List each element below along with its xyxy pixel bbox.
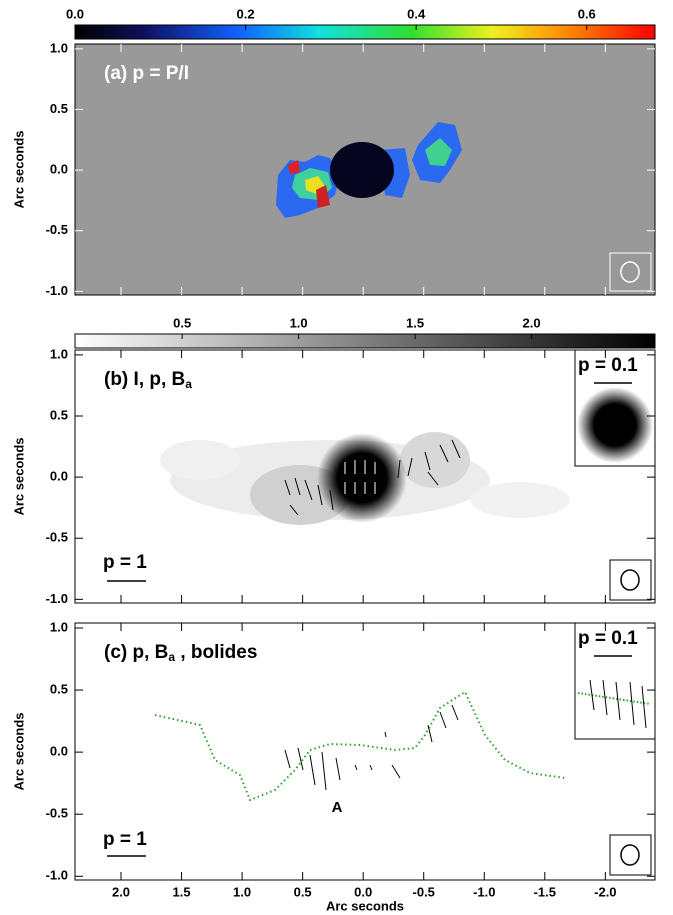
y-axis-label: Arc seconds [11, 712, 26, 790]
y-axis-label: Arc seconds [11, 130, 26, 208]
plot-frame [74, 349, 656, 604]
panel-title-text: (a) p = P/I [104, 63, 189, 84]
annotation: A [332, 799, 343, 816]
y-tick-label: 0.5 [50, 407, 68, 422]
colorbar-tick-label: 1.0 [290, 315, 308, 330]
panel-title: (a) p = P/I [104, 63, 189, 84]
colorbar-tick-label: 0.6 [578, 6, 596, 21]
panel-title-subscript: a [168, 650, 175, 664]
plot-frame [74, 43, 656, 296]
colorbar-tick-label: 0.4 [407, 6, 426, 21]
y-tick-label: 1.0 [50, 619, 68, 634]
y-tick-label: 0.0 [50, 162, 68, 177]
y-tick-label: 1.0 [50, 346, 68, 361]
map-c [107, 622, 656, 876]
x-tick-label: 1.5 [173, 884, 191, 899]
x-tick-label: -1.5 [534, 884, 556, 899]
y-tick-label: -0.5 [46, 530, 68, 545]
y-tick-label: -0.5 [46, 222, 68, 237]
colorbar-tick-label: 0.2 [237, 6, 255, 21]
y-tick-label: -1.0 [46, 283, 68, 298]
panel-title-text: (b) I, p, B [104, 369, 185, 390]
x-tick-label: -1.0 [473, 884, 495, 899]
panel-title-subscript: a [185, 377, 192, 391]
colorbar-tick-label: 0.0 [66, 6, 84, 21]
colorbar-tick-label: 2.0 [523, 315, 541, 330]
y-tick-label: -1.0 [46, 868, 68, 883]
panel-title: (b) I, p, Ba [104, 369, 192, 391]
plot-frame [74, 622, 656, 881]
inset-label: p = 0.1 [578, 355, 638, 376]
y-tick-label: 1.0 [50, 40, 68, 55]
map-b [107, 349, 656, 601]
x-tick-label: -2.0 [594, 884, 616, 899]
y-tick-label: 0.0 [50, 469, 68, 484]
y-tick-label: 0.0 [50, 744, 68, 759]
panel-title: (c) p, Ba , bolides [104, 642, 257, 664]
y-tick-label: 0.5 [50, 681, 68, 696]
panel-title-suffix: , bolides [175, 642, 257, 663]
colorbar [74, 24, 656, 40]
scale-label: p = 1 [103, 552, 147, 573]
x-axis-label: Arc seconds [326, 898, 404, 913]
y-axis-label: Arc seconds [11, 437, 26, 515]
y-tick-label: -0.5 [46, 806, 68, 821]
x-tick-label: -0.5 [413, 884, 435, 899]
y-tick-label: 0.5 [50, 101, 68, 116]
scale-label: p = 1 [103, 829, 147, 850]
y-tick-label: -1.0 [46, 591, 68, 606]
colorbar-tick-label: 1.5 [406, 315, 424, 330]
inset-label: p = 0.1 [578, 628, 638, 649]
panel-title-text: (c) p, B [104, 642, 168, 663]
x-tick-label: 0.0 [354, 884, 372, 899]
x-tick-label: 0.5 [294, 884, 312, 899]
x-tick-label: 2.0 [112, 884, 130, 899]
x-tick-label: 1.0 [233, 884, 251, 899]
colorbar [74, 333, 656, 349]
map-a [75, 44, 655, 295]
colorbar-tick-label: 0.5 [173, 315, 191, 330]
